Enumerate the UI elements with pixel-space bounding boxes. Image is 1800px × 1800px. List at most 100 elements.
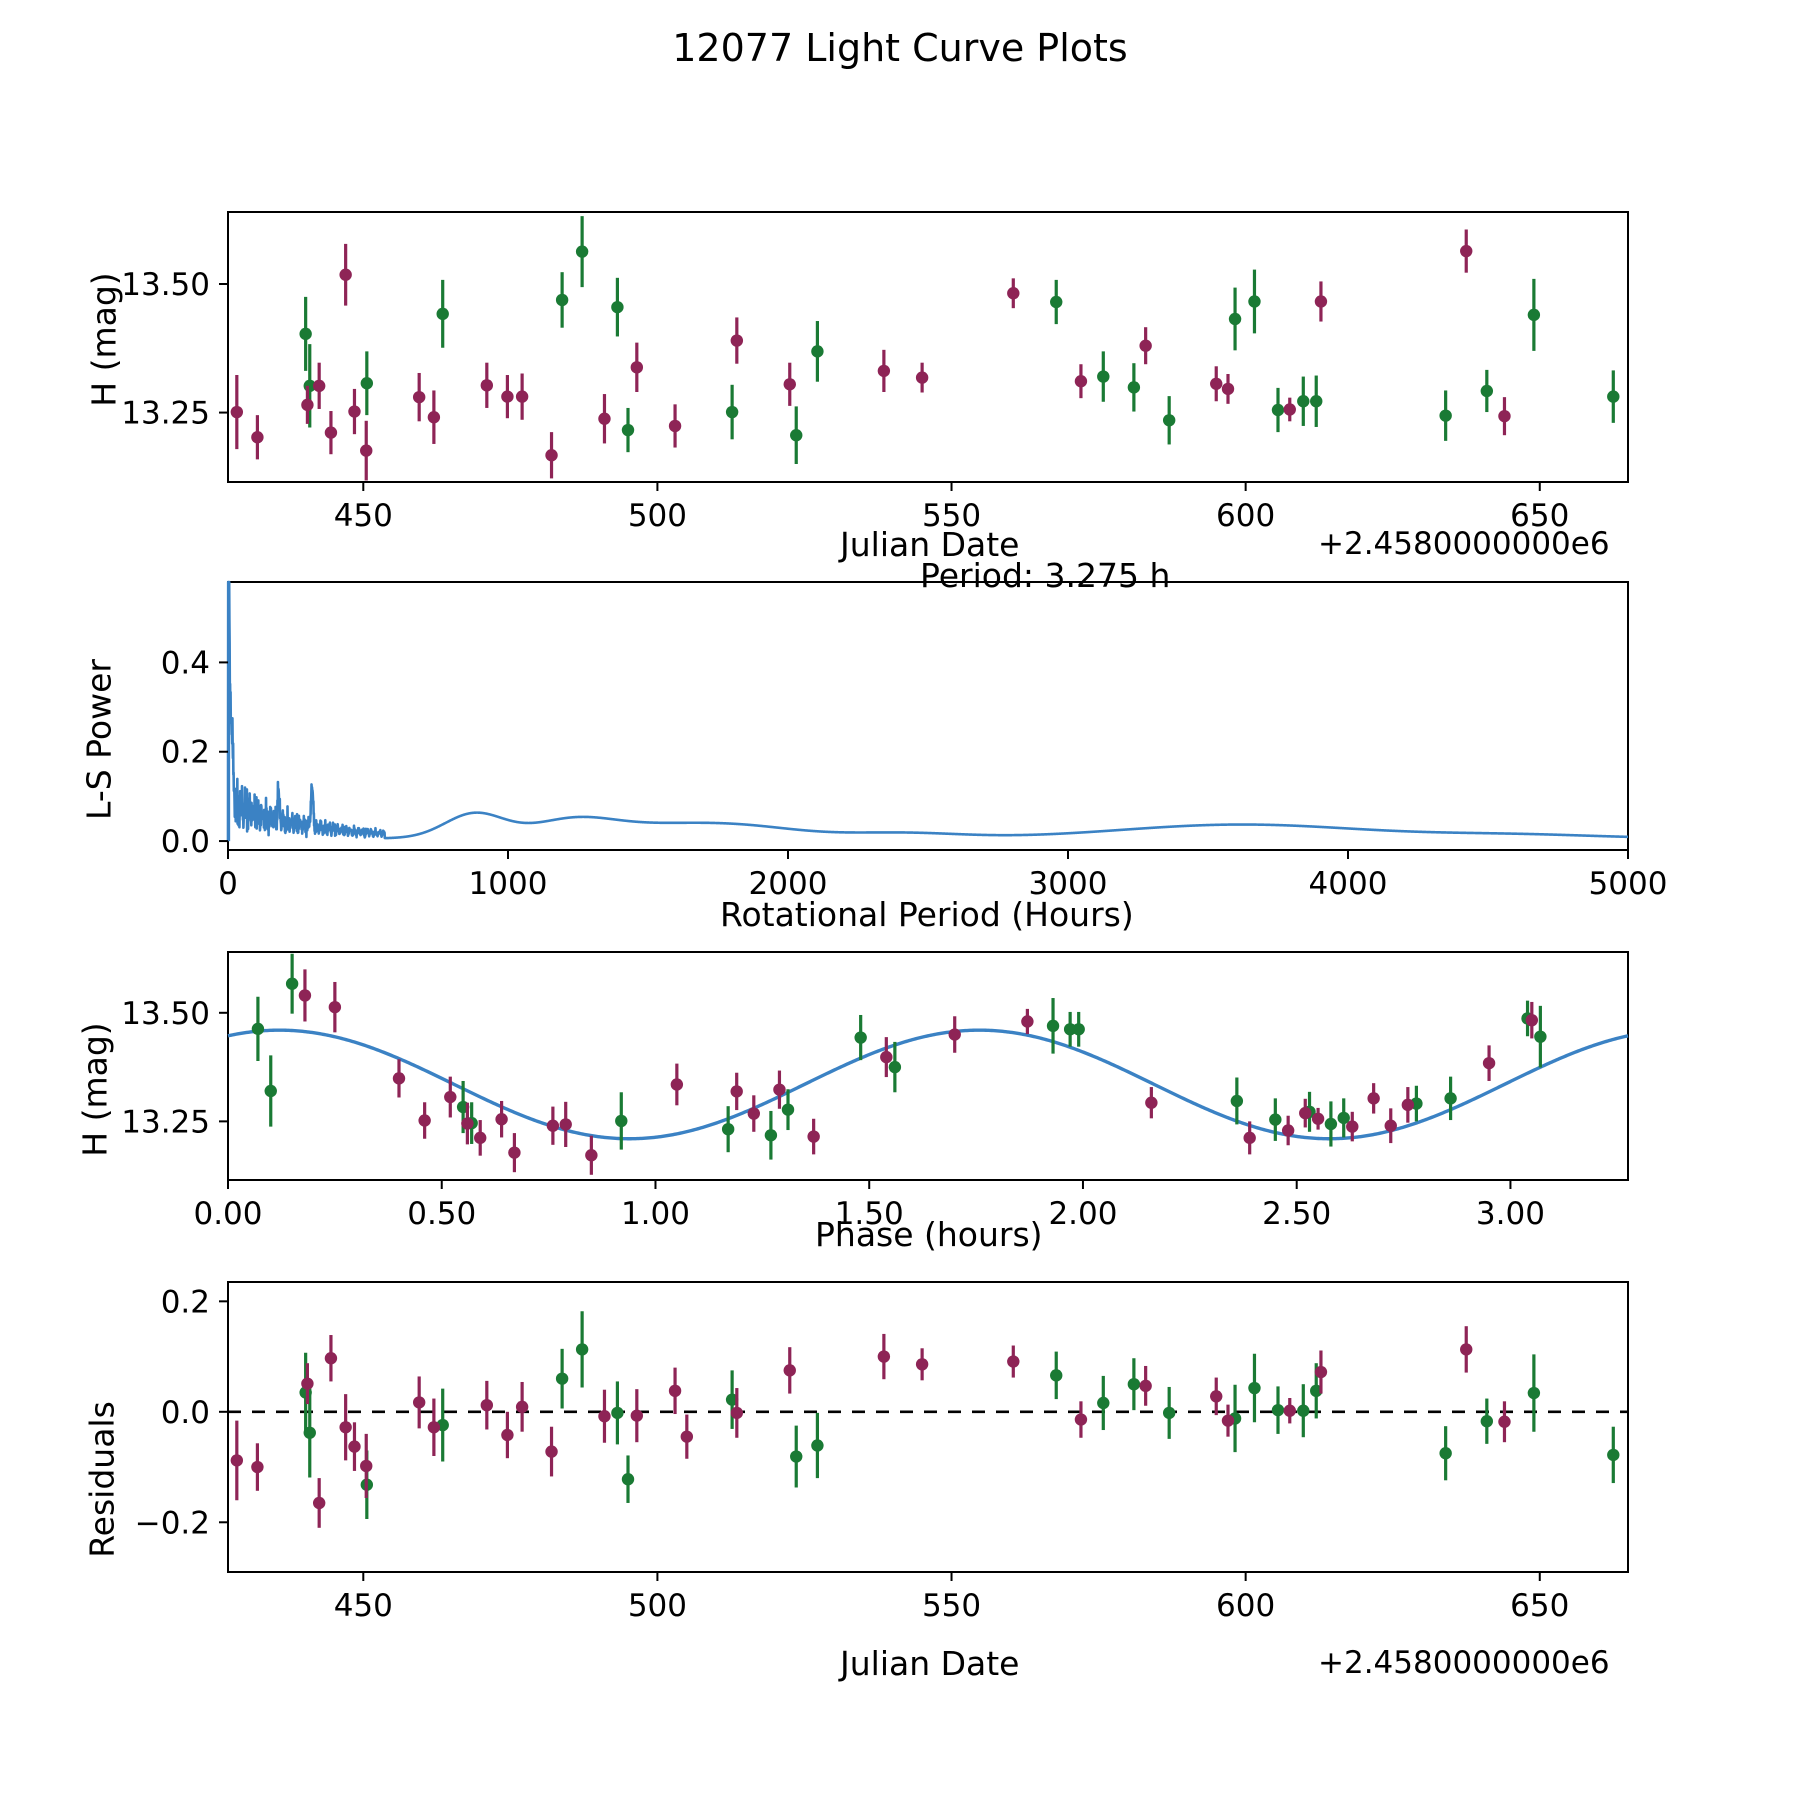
panel1-xtick: 550 xyxy=(922,498,981,534)
panel4-x-offset: +2.4580000000e6 xyxy=(1318,1645,1610,1681)
data-point xyxy=(783,1364,796,1377)
data-point xyxy=(360,444,373,457)
data-point xyxy=(392,1072,406,1085)
panel2-ylabel: L-S Power xyxy=(79,659,119,820)
data-point xyxy=(668,1384,682,1398)
data-point xyxy=(1228,312,1242,326)
data-point xyxy=(436,307,449,321)
panel4-ylabel: Residuals xyxy=(82,1401,122,1558)
data-point xyxy=(299,327,312,341)
data-point xyxy=(324,426,338,439)
data-point xyxy=(621,423,635,437)
data-point xyxy=(1097,370,1110,383)
data-point xyxy=(412,1396,426,1409)
panel3-xtick: 0.00 xyxy=(193,1196,262,1232)
panel3-xlabel: Phase (hours) xyxy=(815,1215,1043,1254)
panel2-xtick: 2000 xyxy=(749,866,828,902)
panel1-xtick: 600 xyxy=(1216,498,1275,534)
data-point xyxy=(501,390,514,403)
data-point xyxy=(948,1028,961,1041)
data-point xyxy=(328,1000,342,1014)
panel1-xlabel: Julian Date xyxy=(840,525,1020,564)
data-point xyxy=(1162,414,1176,427)
panel-periodogram: L-S Power 0 1000 2000 3000 4000 5000 0.0 0.2 0.4… xyxy=(0,556,1800,934)
panel1-xtick: 650 xyxy=(1510,498,1569,534)
data-point xyxy=(1050,1369,1063,1382)
data-point xyxy=(1230,1094,1244,1108)
data-point xyxy=(1007,287,1020,300)
data-point xyxy=(324,1352,338,1365)
data-point xyxy=(1498,1415,1511,1428)
data-point xyxy=(495,1113,508,1126)
model-fit-line xyxy=(227,1028,1629,1141)
data-point xyxy=(230,405,244,419)
data-point xyxy=(1439,1447,1452,1460)
axes-frame xyxy=(227,1281,1629,1573)
panel3-ylabel: H (mag) xyxy=(75,1022,115,1157)
data-point xyxy=(427,1421,441,1434)
data-point xyxy=(764,1129,778,1142)
panel2-xtick: 1000 xyxy=(469,866,548,902)
data-point xyxy=(1439,409,1452,422)
panel1-xtick: 500 xyxy=(628,498,687,534)
data-point xyxy=(854,1031,867,1044)
data-point xyxy=(1046,1019,1060,1033)
data-point xyxy=(1269,1113,1282,1126)
panel2-xtick: 3000 xyxy=(1029,866,1108,902)
data-point xyxy=(418,1114,431,1127)
panel2-xtick: 0 xyxy=(218,866,238,902)
data-point xyxy=(555,293,569,307)
data-point xyxy=(1074,1413,1088,1426)
data-point xyxy=(312,1496,326,1510)
data-point xyxy=(1074,375,1088,388)
data-point xyxy=(1534,1030,1547,1043)
axis-ticks: 0.00 0.50 1.00 1.50 2.00 2.50 3.00 13.25 13.50 xyxy=(121,996,1545,1232)
data-point xyxy=(598,412,611,425)
panel2-xtick: 5000 xyxy=(1589,866,1668,902)
panel2-xtick: 4000 xyxy=(1309,866,1388,902)
data-point xyxy=(585,1149,598,1162)
data-point xyxy=(1063,1023,1077,1036)
data-point xyxy=(1346,1120,1359,1133)
data-point xyxy=(1310,395,1323,408)
panel4-ytick: −0.2 xyxy=(135,1505,210,1541)
panel1-ylabel: H (mag) xyxy=(84,272,124,407)
panel3-xtick: 1.00 xyxy=(621,1196,690,1232)
data-point xyxy=(480,1398,494,1412)
panel3-xtick: 2.00 xyxy=(1048,1196,1117,1232)
data-point xyxy=(515,1400,529,1414)
data-point xyxy=(721,1122,735,1136)
data-point xyxy=(559,1118,572,1131)
data-point xyxy=(1162,1406,1176,1420)
data-point xyxy=(461,1117,474,1130)
data-point xyxy=(1281,1124,1295,1137)
panel4-ytick: 0.0 xyxy=(161,1395,210,1431)
panel2-xlabel: Rotational Period (Hours) xyxy=(720,895,1134,934)
data-point xyxy=(1527,308,1541,322)
data-point xyxy=(480,379,494,392)
data-point xyxy=(630,361,644,374)
data-point xyxy=(360,377,374,390)
data-point xyxy=(1248,295,1261,308)
axes-frame xyxy=(227,951,1629,1181)
data-point xyxy=(575,1343,589,1356)
panel3-xtick: 1.50 xyxy=(835,1196,904,1232)
data-point xyxy=(251,1460,264,1474)
data-point xyxy=(611,1406,624,1420)
data-point xyxy=(1139,339,1152,352)
data-point xyxy=(747,1107,761,1120)
data-point xyxy=(1525,1013,1539,1027)
data-point xyxy=(807,1130,820,1143)
data-point xyxy=(348,405,361,418)
panel-residuals: Residuals 450 500 550 600 650 −0.2 0.0 0.2 Juli… xyxy=(0,1260,1800,1800)
panel4-xtick: 500 xyxy=(628,1588,687,1624)
panel2-ytick: 0.4 xyxy=(161,645,210,681)
data-point xyxy=(1401,1098,1415,1112)
data-point xyxy=(915,371,929,384)
data-point xyxy=(360,1459,373,1473)
data-point xyxy=(730,334,744,347)
data-point xyxy=(348,1440,361,1453)
data-point xyxy=(611,300,624,314)
panel-phase-folded: H (mag) 0.00 0.50 1.00 1.50 2.00 2.50 3.00 13.2… xyxy=(0,930,1800,1260)
panel4-xlabel: Julian Date xyxy=(840,1644,1020,1683)
